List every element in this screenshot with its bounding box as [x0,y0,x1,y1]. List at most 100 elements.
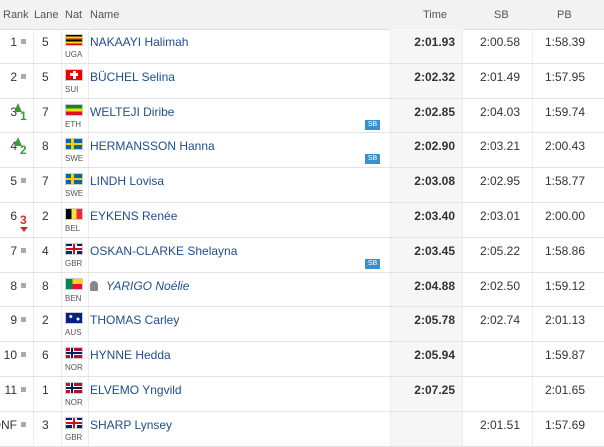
table-row: 4 2 8 SWE HERMANSSON Hanna SB 2:02.90 2:03.21 2:… [0,133,604,169]
time-column-bg [390,29,462,63]
column-divider [61,63,62,98]
table-row: 1 5 UGA NAKAAYI Halimah 2:01.93 2:00.58 1:58.3… [0,29,604,64]
country-flag [65,347,83,360]
rank: 9 [10,313,17,328]
lane: 8 [42,139,49,154]
time-column-bg [390,272,462,307]
column-divider [33,133,34,168]
column-divider [532,168,533,202]
column-divider [532,133,533,168]
athlete-name[interactable]: HERMANSSON Hanna [90,139,215,154]
column-divider [33,307,34,342]
personal-best: 1:57.95 [544,69,585,84]
athlete-name[interactable]: BÜCHEL Selina [90,69,175,84]
header-cell: SB [494,9,509,21]
column-divider [532,98,533,133]
rank-indicator [21,178,26,184]
personal-best: 1:58.86 [544,243,585,258]
athlete-name[interactable]: LINDH Lovisa [90,174,165,189]
time-column-bg [390,63,462,98]
column-divider [88,307,89,342]
personal-best: 1:59.87 [544,348,585,363]
country-flag [65,138,83,151]
personal-best: 2:00.43 [544,139,585,154]
season-best: 2:00.58 [479,35,520,49]
lane: 7 [42,174,49,189]
column-divider [462,411,463,446]
personal-best: 1:59.74 [544,104,585,119]
table-row: 7 4 GBR OSKAN-CLARKE Shelayna SB 2:03.45 2:05.… [0,237,604,273]
time-column-bg [390,133,462,168]
column-divider [390,168,391,202]
column-divider [462,377,463,411]
column-divider [61,29,62,63]
column-divider [532,377,533,411]
lane: 7 [42,104,49,119]
season-best: 2:04.03 [479,104,520,119]
athlete-name[interactable]: NAKAAYI Halimah [90,35,189,49]
table-row: 8 8 BEN YARIGO Noélie 2:04.88 2:02.50 1:59.12 [0,272,604,308]
athlete-name[interactable]: THOMAS Carley [90,313,180,328]
athlete-name[interactable]: YARIGO Noélie [106,278,190,293]
country-flag [65,242,83,255]
result-time: 2:05.78 [414,313,455,328]
column-divider [61,377,62,411]
column-divider [88,237,89,272]
personal-best: 1:59.12 [544,278,585,293]
table-row: 10 6 NOR HYNNE Hedda 2:05.94 1:59.87 [0,342,604,377]
rank-indicator [21,73,26,79]
column-divider [88,133,89,168]
rank-indicator [21,387,26,392]
country-flag [65,277,83,290]
lane: 6 [42,348,49,363]
column-divider [532,203,533,237]
header-cell: Name [90,9,120,21]
column-divider [462,342,463,376]
column-divider [61,133,62,168]
time-column-bg [390,98,462,133]
column-divider [390,237,391,272]
country-code: NOR [65,363,83,373]
column-divider [61,237,62,272]
rank: DNF [0,417,17,432]
rank: 2 [10,69,17,84]
country-flag [65,103,83,116]
season-best-badge: SB [365,154,380,165]
country-code: BEN [65,293,82,303]
column-divider [390,133,391,168]
athlete-name[interactable]: HYNNE Hedda [90,348,171,363]
column-divider [88,411,89,446]
country-flag [65,416,83,429]
time-column-bg [390,237,462,272]
table-row: 9 2 AUS THOMAS Carley 2:05.78 2:02.74 2:01.13 [0,307,604,343]
lane: 5 [42,69,49,84]
rank-indicator [20,227,28,232]
rank: 3 [10,104,17,119]
personal-best: 1:58.39 [544,35,585,49]
header-cell: Rank [3,9,29,21]
country-flag [65,312,83,325]
athlete-name[interactable]: SHARP Lynsey [90,417,173,432]
column-divider [61,307,62,342]
table-row: 5 7 SWE LINDH Lovisa 2:03.08 2:02.95 1:58.77 [0,168,604,203]
country-code: GBR [65,432,83,442]
athlete-name[interactable]: WELTEJI Diribe [90,104,175,119]
season-best: 2:03.21 [479,139,520,154]
time-column-bg [390,377,462,411]
table-row: DNF 3 GBR SHARP Lynsey 2:01.51 1:57.69 [0,411,604,447]
season-best: 2:02.50 [479,278,520,293]
lane: 8 [42,278,49,293]
athlete-name[interactable]: OSKAN-CLARKE Shelayna [90,243,238,258]
lane: 5 [42,35,49,49]
column-divider [532,237,533,272]
rank-indicator [21,282,26,288]
athlete-name[interactable]: EYKENS Renée [90,209,178,223]
country-code: NOR [65,398,83,407]
athlete-name[interactable]: ELVEMO Yngvild [90,383,182,397]
result-time: 2:04.88 [414,278,455,293]
table-row: 11 1 NOR ELVEMO Yngvild 2:07.25 2:01.65 [0,377,604,412]
rank-indicator [21,247,26,253]
column-divider [61,168,62,202]
column-divider [33,168,34,202]
